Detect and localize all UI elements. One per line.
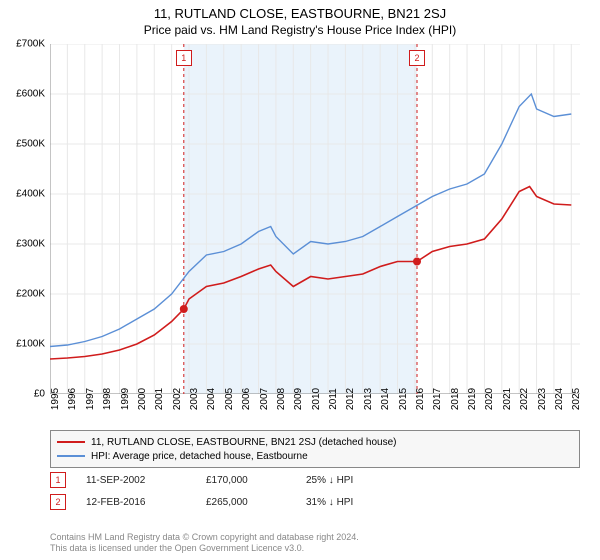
x-axis-tick-label: 2023	[537, 388, 548, 410]
x-axis-tick-label: 1995	[50, 388, 61, 410]
sale-date: 12-FEB-2016	[86, 497, 206, 508]
x-axis-tick-label: 1996	[67, 388, 78, 410]
x-axis-tick-label: 2025	[571, 388, 582, 410]
legend: 11, RUTLAND CLOSE, EASTBOURNE, BN21 2SJ …	[50, 430, 580, 468]
x-axis-tick-label: 2015	[398, 388, 409, 410]
sale-price: £265,000	[206, 497, 306, 508]
y-axis-tick-label: £700K	[16, 39, 45, 50]
sale-row: 2 12-FEB-2016 £265,000 31% ↓ HPI	[50, 494, 580, 510]
sale-marker-box: 1	[50, 472, 66, 488]
legend-row: HPI: Average price, detached house, East…	[57, 449, 573, 463]
x-axis-tick-label: 2005	[224, 388, 235, 410]
y-axis-tick-label: £600K	[16, 89, 45, 100]
sale-marker-box: 2	[50, 494, 66, 510]
x-axis-tick-label: 2024	[554, 388, 565, 410]
y-axis-tick-label: £400K	[16, 189, 45, 200]
legend-swatch	[57, 441, 85, 443]
x-axis-tick-label: 2011	[328, 388, 339, 410]
footer-line: Contains HM Land Registry data © Crown c…	[50, 532, 359, 543]
x-axis-tick-label: 1998	[102, 388, 113, 410]
legend-label: HPI: Average price, detached house, East…	[91, 451, 308, 462]
chart-area: £0£100K£200K£300K£400K£500K£600K£700K199…	[50, 44, 580, 394]
x-axis-tick-label: 2012	[345, 388, 356, 410]
x-axis-tick-label: 2009	[293, 388, 304, 410]
legend-label: 11, RUTLAND CLOSE, EASTBOURNE, BN21 2SJ …	[91, 437, 397, 448]
y-axis-tick-label: £200K	[16, 289, 45, 300]
x-axis-tick-label: 2000	[137, 388, 148, 410]
x-axis-tick-label: 2013	[363, 388, 374, 410]
chart-svg	[50, 44, 580, 394]
x-axis-tick-label: 2022	[519, 388, 530, 410]
chart-container: 11, RUTLAND CLOSE, EASTBOURNE, BN21 2SJ …	[0, 0, 600, 560]
sale-date: 11-SEP-2002	[86, 475, 206, 486]
x-axis-tick-label: 2017	[432, 388, 443, 410]
x-axis-tick-label: 2003	[189, 388, 200, 410]
x-axis-tick-label: 1999	[120, 388, 131, 410]
x-axis-tick-label: 2014	[380, 388, 391, 410]
x-axis-tick-label: 2007	[259, 388, 270, 410]
sale-delta: 31% ↓ HPI	[306, 497, 353, 508]
y-axis-tick-label: £100K	[16, 339, 45, 350]
chart-title-line1: 11, RUTLAND CLOSE, EASTBOURNE, BN21 2SJ	[0, 0, 600, 21]
x-axis-tick-label: 2021	[502, 388, 513, 410]
x-axis-tick-label: 2018	[450, 388, 461, 410]
sale-delta: 25% ↓ HPI	[306, 475, 353, 486]
sale-marker-icon: 1	[176, 50, 192, 66]
sale-row: 1 11-SEP-2002 £170,000 25% ↓ HPI	[50, 472, 580, 488]
x-axis-tick-label: 2020	[484, 388, 495, 410]
x-axis-tick-label: 2008	[276, 388, 287, 410]
x-axis-tick-label: 2016	[415, 388, 426, 410]
sale-marker-icon: 2	[409, 50, 425, 66]
y-axis-tick-label: £500K	[16, 139, 45, 150]
legend-row: 11, RUTLAND CLOSE, EASTBOURNE, BN21 2SJ …	[57, 435, 573, 449]
x-axis-tick-label: 2010	[311, 388, 322, 410]
x-axis-tick-label: 2004	[206, 388, 217, 410]
x-axis-tick-label: 1997	[85, 388, 96, 410]
x-axis-tick-label: 2019	[467, 388, 478, 410]
sale-price: £170,000	[206, 475, 306, 486]
x-axis-tick-label: 2001	[154, 388, 165, 410]
y-axis-tick-label: £300K	[16, 239, 45, 250]
x-axis-tick-label: 2006	[241, 388, 252, 410]
y-axis-tick-label: £0	[34, 389, 45, 400]
footer-line: This data is licensed under the Open Gov…	[50, 543, 359, 554]
x-axis-tick-label: 2002	[172, 388, 183, 410]
footer: Contains HM Land Registry data © Crown c…	[50, 532, 359, 554]
chart-title-line2: Price paid vs. HM Land Registry's House …	[0, 21, 600, 37]
legend-swatch	[57, 455, 85, 457]
